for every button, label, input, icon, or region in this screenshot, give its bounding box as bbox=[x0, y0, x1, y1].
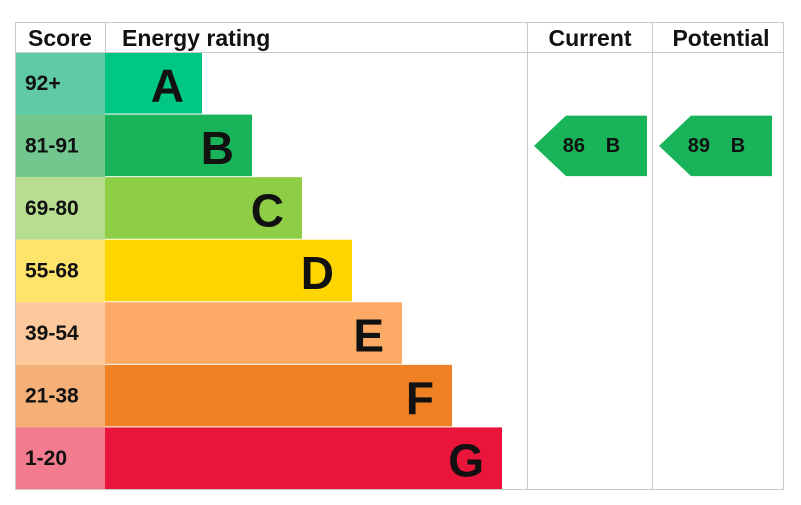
frame bbox=[15, 22, 784, 490]
rating-bar bbox=[105, 302, 402, 364]
current-letter: B bbox=[606, 135, 620, 157]
header-rating: Energy rating bbox=[122, 25, 270, 51]
score-cell bbox=[15, 364, 105, 428]
rating-letter: A bbox=[151, 59, 184, 111]
score-cell bbox=[15, 177, 105, 240]
rating-letter: B bbox=[201, 122, 234, 174]
header-potential: Potential bbox=[672, 25, 769, 51]
rating-letter: D bbox=[301, 247, 334, 299]
score-range: 21-38 bbox=[25, 385, 79, 408]
rating-bar bbox=[105, 364, 452, 427]
score-cell bbox=[15, 52, 105, 115]
rating-bar bbox=[105, 52, 202, 114]
rating-bar bbox=[105, 114, 252, 177]
header-current: Current bbox=[548, 25, 631, 51]
bands: 92+ A 81-91 B 69-80 C 55-68 D 39-54 E 21-38 F 1-20 G bbox=[15, 52, 502, 490]
score-range: 39-54 bbox=[25, 322, 79, 345]
score-range: 55-68 bbox=[25, 259, 79, 282]
rating-bar bbox=[105, 427, 502, 489]
score-range: 69-80 bbox=[25, 197, 79, 220]
score-range: 81-91 bbox=[25, 134, 79, 157]
score-range: 92+ bbox=[25, 72, 61, 95]
potential-letter: B bbox=[731, 135, 745, 157]
rating-bar bbox=[105, 177, 302, 239]
rating-letter: C bbox=[251, 184, 284, 236]
rating-letter: G bbox=[448, 435, 484, 487]
score-cell bbox=[15, 239, 105, 303]
rating-bar bbox=[105, 239, 352, 302]
rating-letter: F bbox=[406, 372, 434, 424]
score-cell bbox=[15, 114, 105, 178]
current-score: 86 bbox=[563, 135, 585, 157]
potential-score: 89 bbox=[688, 135, 710, 157]
score-cell bbox=[15, 302, 105, 365]
header-score: Score bbox=[28, 25, 92, 51]
score-range: 1-20 bbox=[25, 447, 67, 470]
score-cell bbox=[15, 427, 105, 490]
current-arrow bbox=[534, 115, 647, 177]
potential-arrow bbox=[659, 115, 772, 177]
rating-letter: E bbox=[353, 310, 384, 362]
